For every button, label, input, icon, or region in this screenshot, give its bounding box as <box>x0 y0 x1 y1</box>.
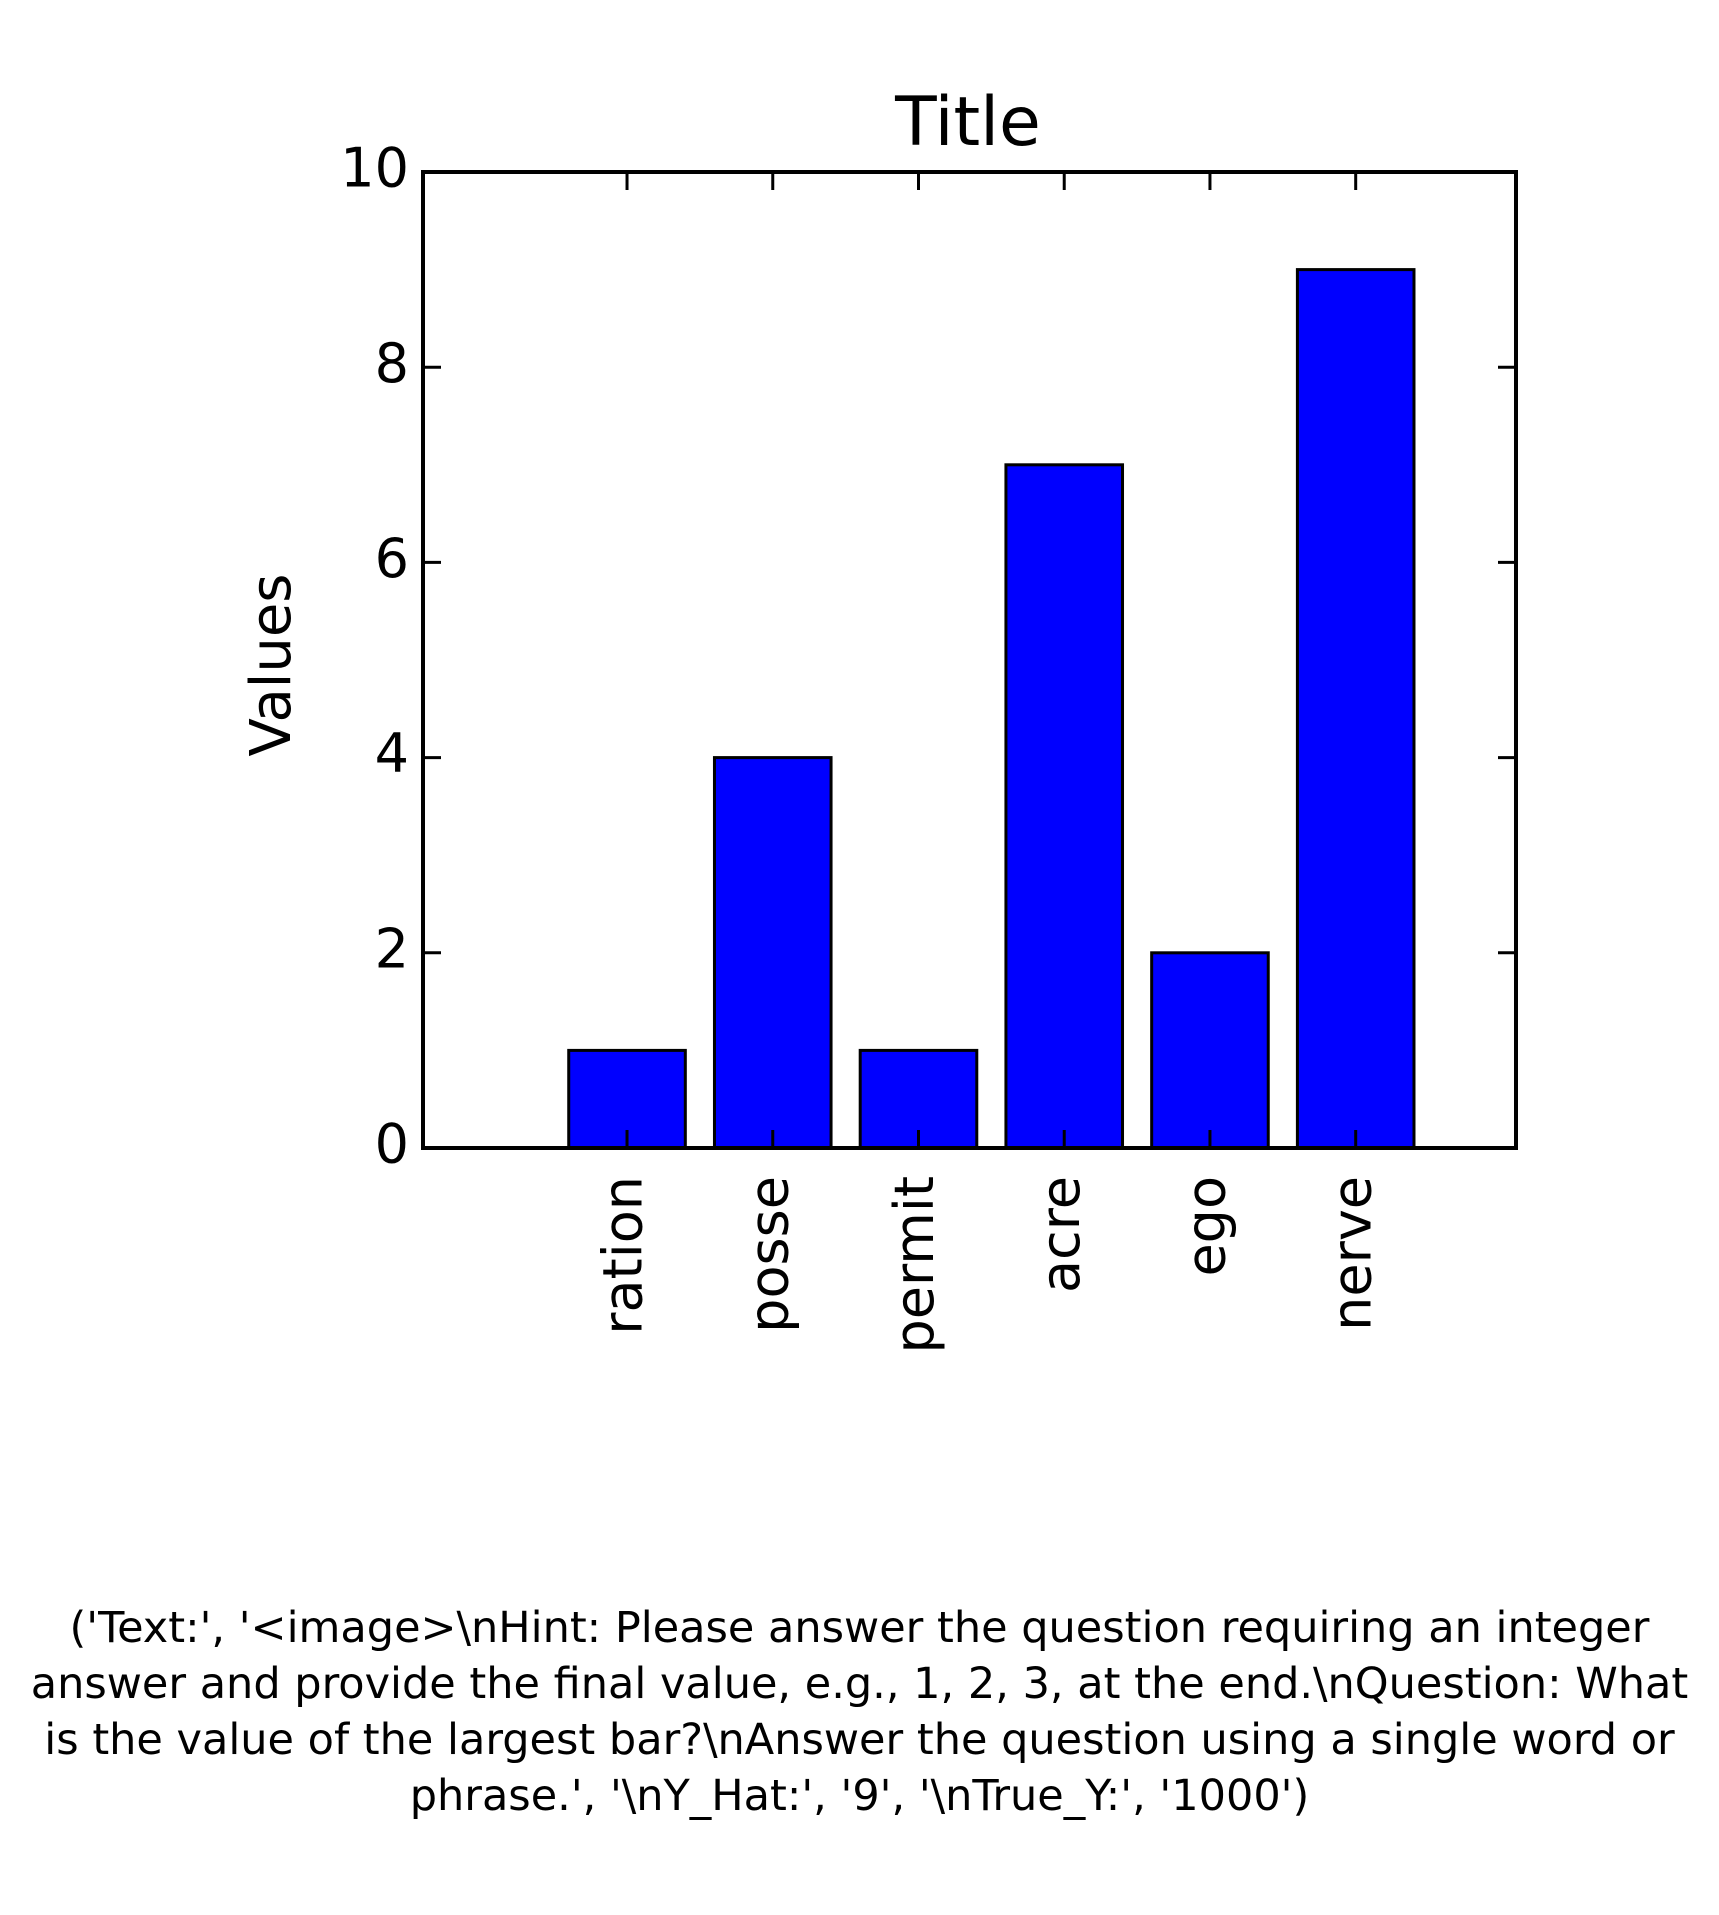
plot-frame <box>421 170 1518 1150</box>
chart-title: Title <box>894 83 1041 162</box>
bar-ego <box>1150 951 1270 1150</box>
y-tick-label-4: 4 <box>375 722 409 785</box>
y-tick-label-2: 2 <box>375 917 409 980</box>
x-tick-label-ration: ration <box>592 1176 655 1335</box>
caption-text: ('Text:', '<image>\nHint: Please answer … <box>30 1603 1702 1821</box>
y-tick-label-10: 10 <box>340 137 409 200</box>
y-tick-labels: 0 2 4 6 8 10 <box>340 137 409 1176</box>
bar-acre <box>1004 463 1125 1150</box>
bar-chart: Title Values 0 2 4 6 8 10 ration posse permit ac… <box>239 83 1518 1354</box>
x-tick-labels: ration posse permit acre ego nerve <box>592 1176 1384 1354</box>
x-tick-label-acre: acre <box>1029 1176 1092 1293</box>
y-tick-label-0: 0 <box>375 1113 409 1176</box>
ticks-group <box>423 170 1516 1150</box>
bar-posse <box>712 756 833 1150</box>
x-tick-label-ego: ego <box>1175 1176 1238 1277</box>
bar-nerve <box>1295 268 1416 1150</box>
x-tick-label-permit: permit <box>883 1176 946 1354</box>
y-tick-label-6: 6 <box>375 527 409 590</box>
x-tick-label-nerve: nerve <box>1320 1176 1383 1331</box>
x-tick-label-posse: posse <box>737 1176 800 1333</box>
y-axis-label: Values <box>239 574 304 757</box>
bars-group <box>567 268 1416 1150</box>
y-tick-label-8: 8 <box>375 332 409 395</box>
